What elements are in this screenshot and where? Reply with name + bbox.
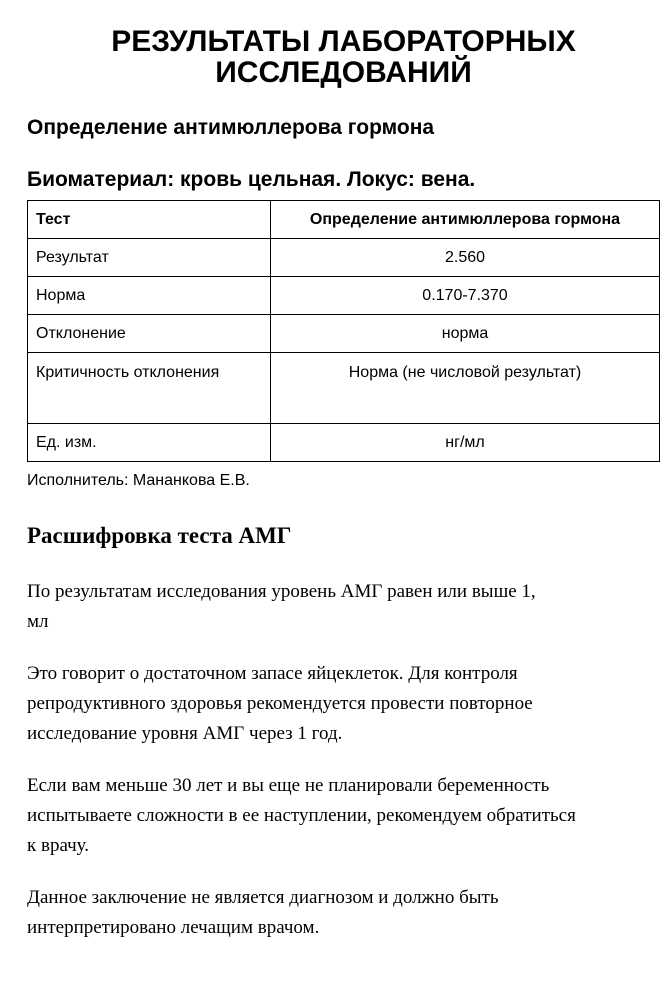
test-name-heading: Определение антимюллерова гормона (27, 116, 435, 139)
row-value: норма (270, 314, 660, 353)
row-label: Результат (27, 238, 271, 277)
paragraph: Если вам меньше 30 лет и вы еще не плани… (27, 771, 660, 861)
paragraph-line: Данное заключение не является диагнозом … (27, 887, 499, 908)
row-value: нг/мл (270, 423, 660, 462)
paragraph-line: мл (27, 611, 49, 632)
biomaterial-heading: Биоматериал: кровь цельная. Локус: вена. (27, 168, 476, 191)
paragraph: Данное заключение не является диагнозом … (27, 883, 660, 943)
table-header-row: Тест Определение антимюллерова гормона (27, 200, 660, 239)
paragraph-line: интерпретировано лечащим врачом. (27, 917, 320, 938)
header-cell: Тест (27, 200, 271, 239)
results-table: Тест Определение антимюллерова гормона Р… (27, 200, 660, 462)
paragraph-line: репродуктивного здоровья рекомендуется п… (27, 693, 533, 714)
row-label: Отклонение (27, 314, 271, 353)
paragraph: Это говорит о достаточном запасе яйцекле… (27, 659, 660, 749)
table-row: Критичность отклонения Норма (не числово… (27, 352, 660, 424)
title-line: ИССЛЕДОВАНИЙ (215, 56, 472, 89)
paragraph-line: По результатам исследования уровень АМГ … (27, 581, 536, 602)
executor: Исполнитель: Мананкова Е.В. (27, 472, 250, 489)
table-row: Ед. изм. нг/мл (27, 423, 660, 462)
paragraph: По результатам исследования уровень АМГ … (27, 577, 660, 637)
interpretation-heading: Расшифровка теста АМГ (27, 523, 292, 548)
header-cell: Определение антимюллерова гормона (270, 200, 660, 239)
table-row: Результат 2.560 (27, 238, 660, 277)
paragraph-line: Это говорит о достаточном запасе яйцекле… (27, 663, 518, 684)
row-value: 0.170-7.370 (270, 276, 660, 315)
row-label: Норма (27, 276, 271, 315)
row-value: Норма (не числовой результат) (270, 352, 660, 424)
row-value: 2.560 (270, 238, 660, 277)
paragraph-line: к врачу. (27, 835, 90, 856)
paragraph-line: Если вам меньше 30 лет и вы еще не плани… (27, 775, 550, 796)
table-row: Норма 0.170-7.370 (27, 276, 660, 315)
row-label: Критичность отклонения (27, 352, 271, 424)
row-label: Ед. изм. (27, 423, 271, 462)
lab-report: РЕЗУЛЬТАТЫ ЛАБОРАТОРНЫХ ИССЛЕДОВАНИЙ Опр… (27, 0, 660, 943)
paragraph-line: исследование уровня АМГ через 1 год. (27, 723, 343, 744)
paragraph-line: испытываете сложности в ее наступлении, … (27, 805, 576, 826)
title-line: РЕЗУЛЬТАТЫ ЛАБОРАТОРНЫХ (111, 25, 576, 58)
table-row: Отклонение норма (27, 314, 660, 353)
report-title: РЕЗУЛЬТАТЫ ЛАБОРАТОРНЫХ ИССЛЕДОВАНИЙ (27, 0, 660, 88)
